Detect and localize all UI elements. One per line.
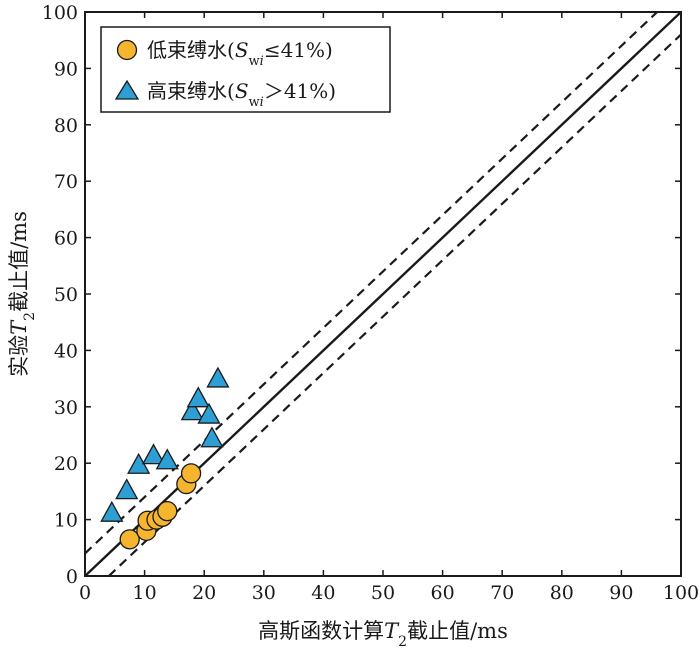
- y-tick-label: 10: [54, 510, 78, 532]
- x-tick-label: 20: [192, 582, 216, 604]
- y-tick-label: 0: [66, 566, 78, 588]
- legend-box: [100, 26, 391, 113]
- point-high-bound-water: [100, 500, 124, 522]
- point-high-bound-water: [115, 478, 139, 500]
- y-tick-label: 40: [54, 340, 78, 362]
- y-axis-label: 实验T2截止值/ms: [7, 211, 38, 377]
- x-tick-label: 30: [252, 582, 276, 604]
- y-tick-label: 70: [54, 171, 78, 193]
- y-tick-label: 50: [54, 284, 78, 306]
- x-tick-label: 40: [311, 582, 335, 604]
- point-high-bound-water: [141, 443, 166, 465]
- x-tick-label: 60: [431, 582, 455, 604]
- dashed-bound-line-2: [108, 33, 681, 576]
- point-high-bound-water: [200, 426, 224, 448]
- legend-circle-marker: [116, 39, 138, 61]
- x-tick-label: 10: [133, 582, 157, 604]
- x-tick-label: 100: [663, 582, 699, 604]
- x-axis: 0 10 20 30 40 50 60 70 80 90 100: [79, 12, 699, 604]
- y-tick-label: 100: [42, 2, 78, 24]
- y-tick-label: 90: [54, 58, 78, 80]
- point-high-bound-water: [197, 402, 221, 424]
- y-tick-label: 80: [54, 115, 78, 137]
- point-high-bound-water: [206, 366, 230, 388]
- x-tick-label: 90: [609, 582, 633, 604]
- y-tick-label: 60: [54, 228, 78, 250]
- legend-label-high: 高束缚水(Swi＞41%): [147, 79, 336, 110]
- data-points: [100, 366, 230, 550]
- point-high-bound-water: [180, 399, 204, 421]
- y-tick-label: 20: [54, 453, 78, 475]
- point-low-bound-water: [157, 500, 178, 522]
- x-tick-label: 70: [490, 582, 514, 604]
- x-tick-label: 50: [371, 582, 395, 604]
- x-axis-label: 高斯函数计算T2截止值/ms: [258, 619, 508, 650]
- point-low-bound-water: [180, 463, 202, 484]
- dashed-bound-line-1: [85, 12, 658, 555]
- point-high-bound-water: [186, 386, 210, 408]
- legend-triangle-marker: [114, 79, 140, 100]
- legend-label-low: 低束缚水(Swi≤41%): [147, 38, 333, 69]
- y-axis: 0 10 20 30 40 50 60 70 80 90 100: [42, 2, 681, 588]
- y-tick-label: 30: [54, 397, 78, 419]
- legend: 低束缚水(Swi≤41%) 高束缚水(Swi＞41%): [100, 26, 391, 113]
- x-tick-label: 80: [550, 582, 574, 604]
- x-tick-label: 0: [79, 582, 91, 604]
- point-low-bound-water: [119, 529, 140, 550]
- point-high-bound-water: [155, 448, 179, 470]
